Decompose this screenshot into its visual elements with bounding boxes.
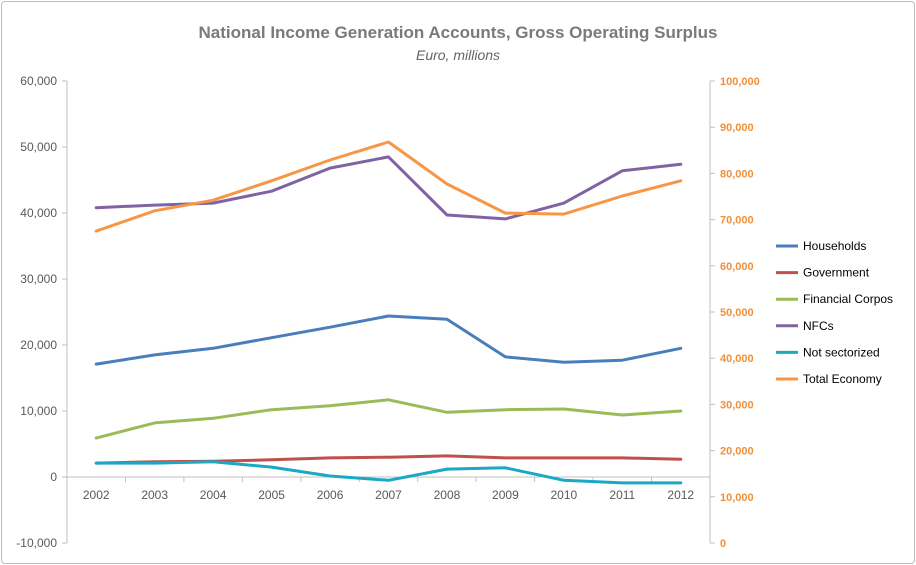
right-tick-label: 90,000 bbox=[720, 122, 754, 134]
right-tick-label: 30,000 bbox=[720, 399, 754, 411]
x-tick-label: 2008 bbox=[434, 488, 461, 502]
legend-label: Not sectorized bbox=[803, 345, 880, 359]
x-tick-label: 2006 bbox=[317, 488, 344, 502]
legend-label: Financial Corpos bbox=[803, 292, 893, 306]
legend-label: NFCs bbox=[803, 319, 834, 333]
left-tick-label: 0 bbox=[50, 470, 57, 484]
chart-title: National Income Generation Accounts, Gro… bbox=[199, 23, 718, 42]
x-tick-label: 2003 bbox=[141, 488, 168, 502]
left-tick-label: 30,000 bbox=[20, 272, 57, 286]
x-tick-label: 2011 bbox=[609, 488, 635, 502]
right-tick-label: 70,000 bbox=[720, 215, 754, 227]
right-tick-label: 40,000 bbox=[720, 353, 754, 365]
left-tick-label: 60,000 bbox=[20, 74, 57, 88]
series-line-financial-corpos bbox=[94, 398, 683, 440]
x-tick-label: 2004 bbox=[200, 488, 227, 502]
series-line-not-sectorized bbox=[94, 460, 683, 485]
right-tick-label: 10,000 bbox=[720, 492, 754, 504]
x-tick-label: 2007 bbox=[375, 488, 402, 502]
right-tick-label: 20,000 bbox=[720, 446, 754, 458]
series-line-households bbox=[94, 314, 683, 366]
series-line-nfcs bbox=[94, 155, 683, 221]
right-tick-label: 50,000 bbox=[720, 307, 754, 319]
chart-subtitle: Euro, millions bbox=[416, 47, 500, 63]
x-tick-label: 2009 bbox=[492, 488, 519, 502]
legend-label: Households bbox=[803, 239, 866, 253]
legend-label: Government bbox=[803, 266, 870, 280]
left-tick-label: 40,000 bbox=[20, 206, 57, 220]
series-line-total-economy bbox=[94, 140, 683, 233]
x-tick-label: 2002 bbox=[83, 488, 110, 502]
right-tick-label: 100,000 bbox=[720, 76, 760, 88]
legend-label: Total Economy bbox=[803, 372, 882, 386]
left-tick-label: 50,000 bbox=[20, 140, 57, 154]
x-tick-label: 2012 bbox=[667, 488, 694, 502]
left-tick-label: 10,000 bbox=[20, 404, 57, 418]
right-tick-label: 0 bbox=[720, 538, 726, 550]
left-tick-label: 20,000 bbox=[20, 338, 57, 352]
x-tick-label: 2010 bbox=[551, 488, 578, 502]
left-tick-label: -10,000 bbox=[16, 536, 57, 550]
right-tick-label: 80,000 bbox=[720, 168, 754, 180]
right-tick-label: 60,000 bbox=[720, 261, 754, 273]
x-tick-label: 2005 bbox=[258, 488, 285, 502]
